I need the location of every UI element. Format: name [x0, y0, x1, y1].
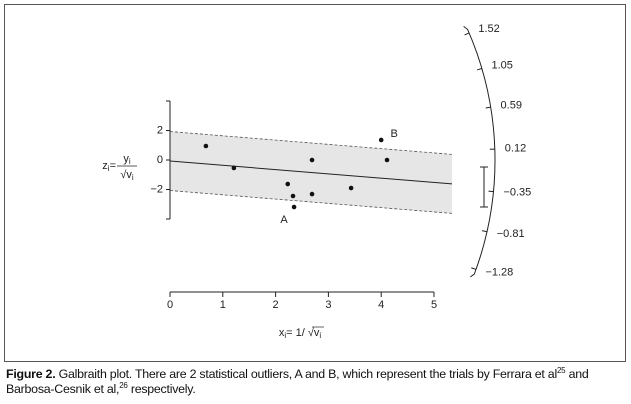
data-point	[384, 157, 390, 163]
radial-tick	[476, 68, 483, 71]
x-tick-label: 2	[273, 299, 279, 311]
y-tick-label: 0	[157, 154, 163, 166]
data-point	[309, 157, 315, 163]
caption-text: respectively.	[127, 382, 196, 396]
x-axis-label: xi= 1/ √vi	[279, 327, 322, 340]
y-axis-label-den: √vi	[120, 169, 134, 182]
radial-tick	[481, 230, 488, 233]
x-tick-label: 5	[431, 299, 437, 311]
y-axis-label: zi=	[102, 160, 116, 173]
fit-line	[169, 160, 452, 185]
data-point	[291, 204, 297, 210]
xlabel-part: i	[319, 331, 321, 340]
figure-border	[4, 4, 626, 362]
radial-tick-label: 0.12	[505, 143, 526, 155]
ylabel-part: i	[108, 164, 110, 173]
xlabel-part: = 1/ √v	[286, 327, 320, 339]
ylabel-part: y	[123, 153, 129, 165]
x-tick-label: 1	[220, 299, 226, 311]
radial-tick	[485, 106, 491, 109]
caption-text: and Barbosa-Cesnik et al,	[6, 367, 589, 396]
ylabel-part: i	[129, 157, 131, 166]
point-annotation: B	[391, 128, 398, 140]
radial-arc	[463, 25, 496, 278]
radial-tick	[464, 32, 470, 36]
y-tick-label: −2	[150, 183, 163, 195]
y-tick-label: 2	[157, 124, 163, 136]
ylabel-part: =	[110, 160, 116, 172]
radial-tick-label: −1.28	[485, 267, 513, 279]
radial-tick-label: −0.81	[497, 228, 525, 240]
radial-tick-label: 1.52	[478, 23, 499, 35]
radial-tick-label: −0.35	[503, 187, 531, 199]
caption-label: Figure 2.	[6, 367, 56, 381]
data-point	[378, 137, 384, 143]
caption: Figure 2. Galbraith plot. There are 2 st…	[6, 365, 618, 397]
xlabel-part: i	[284, 331, 286, 340]
data-point	[231, 165, 237, 171]
x-tick-label: 0	[167, 299, 173, 311]
caption-ref: 26	[119, 380, 128, 390]
data-point	[290, 193, 296, 199]
x-tick-label: 3	[325, 299, 331, 311]
point-annotation: A	[280, 214, 288, 226]
radial-tick-label: 0.59	[501, 99, 522, 111]
radial-tick	[471, 267, 477, 270]
xlabel-part: x	[279, 327, 285, 339]
data-point	[309, 191, 315, 197]
data-point	[203, 143, 209, 149]
radial-tick-label: 1.05	[491, 60, 512, 72]
plot-area: 2 0 −2 0 1 2 3 4 5 1.52 1.05 0.59 0.12 −0.35 −0.81 −1.2…	[150, 23, 531, 311]
ylabel-part: z	[102, 160, 108, 172]
y-axis-label-num: yi	[123, 153, 131, 166]
caption-ref: 25	[556, 365, 566, 375]
x-tick-label: 4	[378, 299, 384, 311]
caption-text: Galbraith plot. There are 2 statistical …	[55, 367, 558, 381]
band-edge	[169, 131, 452, 155]
ylabel-part: √v	[120, 169, 132, 181]
data-point	[285, 181, 291, 187]
data-point	[348, 185, 354, 191]
ylabel-part: i	[132, 173, 134, 182]
band-edge	[169, 190, 452, 214]
